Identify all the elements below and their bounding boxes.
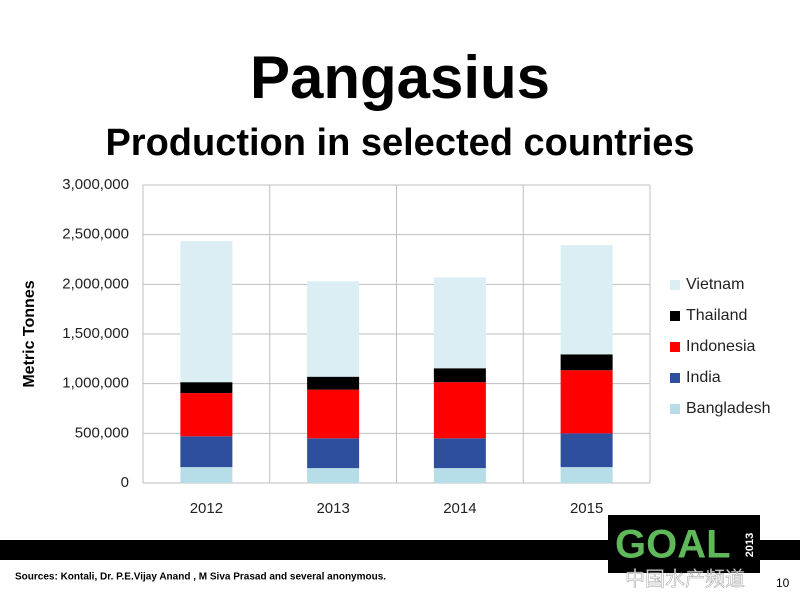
bar-segment	[433, 368, 486, 383]
y-tick-label: 500,000	[75, 424, 129, 441]
bar-segment	[180, 436, 233, 468]
legend-swatch	[670, 373, 680, 383]
slide-title: Pangasius	[250, 44, 550, 111]
bar-segment	[560, 245, 613, 355]
bar-segment	[560, 370, 613, 434]
bar-segment	[433, 277, 486, 369]
bar-segment	[560, 467, 613, 483]
source-text: Sources: Kontali, Dr. P.E.Vijay Anand , …	[15, 572, 386, 583]
bar-segment	[433, 382, 486, 439]
y-tick-label: 0	[121, 474, 129, 491]
slide-subtitle: Production in selected countries	[105, 122, 694, 164]
watermark: 中国水产频道	[625, 567, 745, 591]
bar-segment	[180, 241, 233, 383]
logo-text: GOAL	[615, 523, 731, 567]
legend-swatch	[670, 342, 680, 352]
legend-label: Bangladesh	[686, 400, 771, 417]
bar-segment	[307, 281, 360, 377]
bar-segment	[433, 468, 486, 483]
x-tick-label: 2015	[570, 500, 603, 517]
legend-label: Indonesia	[686, 338, 755, 355]
y-tick-label: 1,000,000	[62, 375, 129, 392]
x-tick-label: 2013	[316, 500, 349, 517]
y-axis-label: Metric Tonnes	[21, 280, 38, 387]
bar-segment	[307, 389, 360, 439]
bar-segment	[560, 433, 613, 468]
bar-segment	[180, 467, 233, 483]
x-tick-label: 2012	[190, 500, 223, 517]
logo-box	[608, 515, 760, 573]
y-tick-label: 1,500,000	[62, 325, 129, 342]
bar-segment	[433, 438, 486, 469]
footer-band	[0, 540, 800, 560]
legend-swatch	[670, 280, 680, 290]
logo-year: 2013	[744, 533, 756, 557]
legend-swatch	[670, 404, 680, 414]
legend-label: Vietnam	[686, 276, 744, 293]
bar-segment	[307, 438, 360, 469]
x-tick-label: 2014	[443, 500, 476, 517]
bar-segment	[307, 376, 360, 390]
y-tick-label: 3,000,000	[62, 176, 129, 193]
bar-segment	[180, 393, 233, 437]
legend-swatch	[670, 311, 680, 321]
legend-label: India	[686, 369, 721, 386]
bar-segment	[180, 382, 233, 394]
y-tick-label: 2,500,000	[62, 226, 129, 243]
legend-label: Thailand	[686, 307, 747, 324]
page-number: 10	[776, 576, 790, 590]
bar-segment	[307, 468, 360, 483]
bar-segment	[560, 354, 613, 371]
y-tick-label: 2,000,000	[62, 275, 129, 292]
